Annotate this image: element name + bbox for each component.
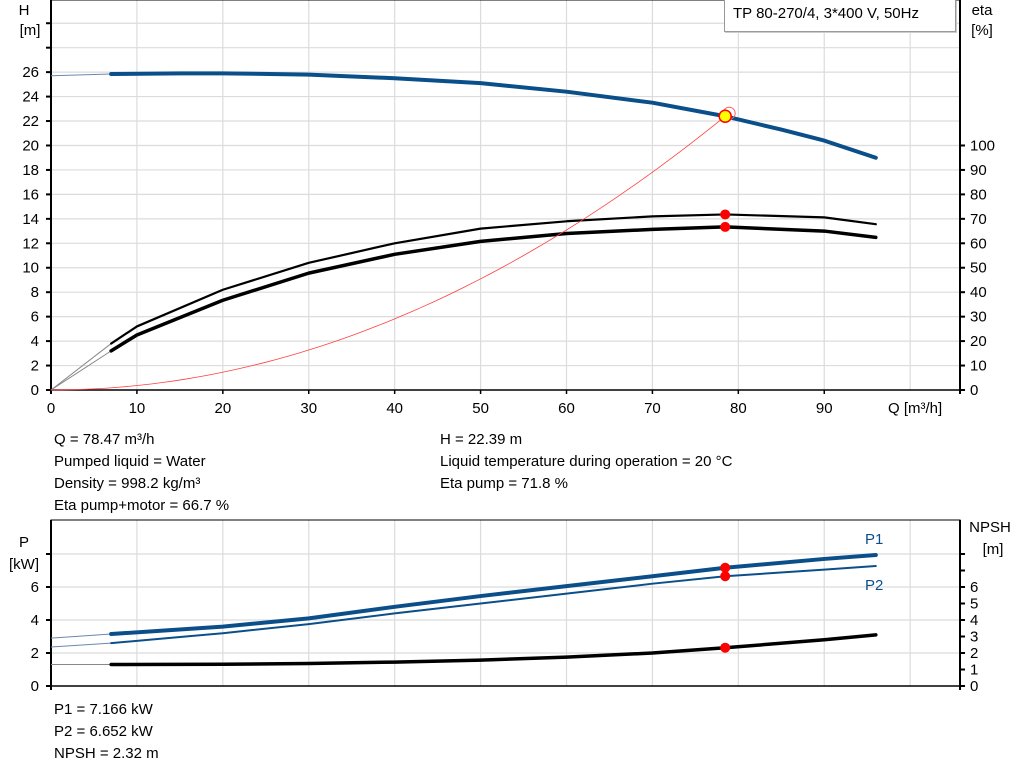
series-P1-extension [50, 633, 112, 639]
qh-right-tick-label: 10 [970, 358, 987, 375]
qh-x-tick-label: 50 [472, 400, 489, 417]
power-left-tick-label: 6 [31, 579, 39, 596]
qh-right-tick-label: 90 [970, 162, 987, 179]
power-left-tick-label: 4 [31, 612, 39, 629]
qh-right-tick-label: 50 [970, 260, 987, 277]
power-right-tick-label: 6 [970, 579, 978, 596]
series-NPSH-curve [109, 633, 878, 667]
info-npsh: NPSH = 2.32 m [54, 745, 159, 762]
info-eta-pump-motor: Eta pump+motor = 66.7 % [54, 497, 230, 514]
qh-left-tick-label: 26 [22, 64, 39, 81]
qh-plot-frame [50, 0, 961, 391]
qh-right-tick-label: 60 [970, 235, 987, 252]
power-right-tick-label: 2 [970, 645, 978, 662]
series-H-curve [109, 71, 878, 160]
qh-x-tick-label: 80 [730, 400, 747, 417]
info-head: H = 22.39 m [440, 431, 523, 448]
series-P2-label: P2 [865, 577, 883, 594]
qh-x-axis-label: Q [m³/h] [888, 400, 942, 417]
info-liquid: Pumped liquid = Water [54, 453, 206, 470]
qh-x-tick-label: 10 [129, 400, 146, 417]
power-info: P1 = 7.166 kW P2 = 6.652 kW NPSH = 2.32 … [54, 699, 159, 765]
qh-right-tick-label: 40 [970, 284, 987, 301]
pump-model-label: TP 80-270/4, 3*400 V, 50Hz [733, 5, 919, 22]
power-right-tick-label: 1 [970, 661, 978, 678]
info-eta-pump: Eta pump = 71.8 % [440, 475, 568, 492]
qh-left-tick-label: 8 [31, 284, 39, 301]
qh-x-tick-label: 60 [558, 400, 575, 417]
operating-point-p1-dot [720, 562, 731, 573]
qh-right-tick-label: 80 [970, 186, 987, 203]
power-right-axis-label: NPSH [969, 519, 1011, 536]
qh-right-tick-label: 30 [970, 309, 987, 326]
pump-model-legend: TP 80-270/4, 3*400 V, 50Hz [724, 0, 956, 32]
series-eta_pump-curve [110, 213, 877, 345]
info-temperature: Liquid temperature during operation = 20… [440, 453, 733, 470]
qh-left-tick-label: 10 [22, 260, 39, 277]
qh-left-tick-label: 12 [22, 235, 39, 252]
series-eta_pump-extension [50, 343, 112, 391]
qh-left-tick-label: 2 [31, 358, 39, 375]
operating-point-npsh-dot [720, 642, 731, 653]
qh-right-tick-label: 0 [970, 382, 978, 399]
qh-right-tick-label: 20 [970, 333, 987, 350]
qh-left-tick-label: 18 [22, 162, 39, 179]
series-system_curve-curve [50, 115, 726, 391]
info-p1: P1 = 7.166 kW [54, 701, 153, 718]
qh-left-tick-label: 6 [31, 309, 39, 326]
series-eta_pump_motor-curve [109, 225, 878, 353]
power-right-axis-unit: [m] [983, 541, 1004, 558]
qh-left-axis-unit: [m] [20, 22, 41, 39]
qh-left-tick-label: 14 [22, 211, 39, 228]
info-density: Density = 998.2 kg/m³ [54, 475, 201, 492]
series-eta_pump_motor-extension [50, 350, 112, 391]
power-left-tick-label: 0 [31, 678, 39, 695]
qh-x-tick-label: 90 [816, 400, 833, 417]
info-flow: Q = 78.47 m³/h [54, 431, 155, 448]
qh-x-tick-label: 40 [386, 400, 403, 417]
power-left-axis-label: P [19, 534, 29, 551]
qh-x-tick-label: 30 [300, 400, 317, 417]
series-P1-curve [109, 552, 878, 637]
qh-left-axis-label: H [19, 2, 30, 19]
operating-info-right: H = 22.39 m Liquid temperature during op… [440, 429, 732, 495]
qh-x-tick-label: 70 [644, 400, 661, 417]
series-P2-extension [50, 642, 112, 648]
series-P1-label: P1 [865, 531, 883, 548]
qh-left-tick-label: 24 [22, 89, 39, 106]
qh-left-tick-label: 16 [22, 186, 39, 203]
power-right-tick-label: 3 [970, 628, 978, 645]
operating-info-left: Q = 78.47 m³/h Pumped liquid = Water Den… [54, 429, 229, 517]
qh-right-tick-label: 70 [970, 211, 987, 228]
operating-point-eta_pump_motor-dot [720, 221, 731, 232]
qh-left-tick-label: 0 [31, 382, 39, 399]
operating-point-p2-dot [720, 571, 731, 582]
qh-right-axis-label: eta [972, 2, 994, 19]
qh-left-tick-label: 20 [22, 137, 39, 154]
power-right-tick-label: 0 [970, 678, 978, 695]
operating-point-head-marker [718, 109, 732, 124]
series-H-extension [50, 73, 112, 77]
qh-x-tick-label: 0 [47, 400, 55, 417]
power-left-tick-label: 2 [31, 645, 39, 662]
qh-right-axis-unit: [%] [971, 22, 993, 39]
qh-left-tick-label: 4 [31, 333, 39, 350]
power-left-axis-unit: [kW] [9, 556, 39, 573]
qh-x-tick-label: 20 [214, 400, 231, 417]
power-plot-frame [50, 519, 961, 687]
series-P2-curve [110, 565, 877, 645]
qh-right-tick-label: 100 [970, 137, 995, 154]
info-p2: P2 = 6.652 kW [54, 723, 153, 740]
power-right-tick-label: 4 [970, 612, 978, 629]
qh-left-tick-label: 22 [22, 113, 39, 130]
power-right-tick-label: 5 [970, 595, 978, 612]
operating-point-eta_pump-dot [720, 209, 731, 220]
